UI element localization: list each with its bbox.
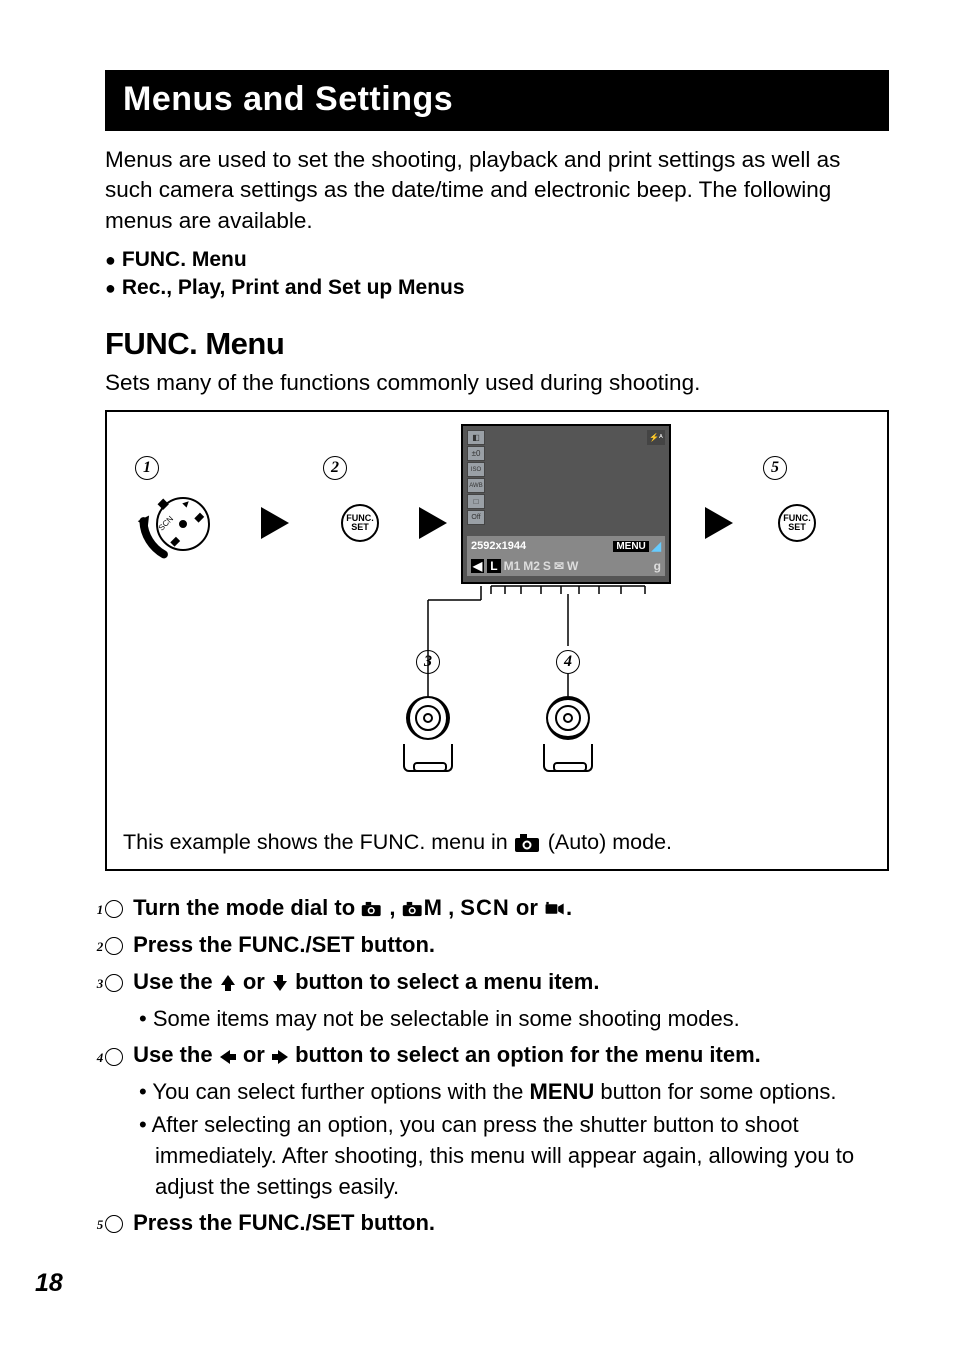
horizontal-dial-icon [546,696,590,740]
camera-icon [514,833,542,853]
step-4-sub1-menu: MENU [530,1079,595,1104]
step-4-sub1-pre: You can select further options with the [152,1079,529,1104]
step-5: 5 Press the FUNC./SET button. [105,1208,889,1239]
arrow-up-icon [219,974,237,992]
vertical-dial-icon [406,696,450,740]
bullet-func: ● FUNC. Menu [105,248,889,272]
step-1-num: 1 [105,900,123,918]
bullet-dot-icon: ● [105,250,116,271]
step-4-sub2-text: After selecting an option, you can press… [152,1112,854,1199]
caption-pre: This example shows the FUNC. menu in [123,830,514,854]
bullet-rec-label: Rec., Play, Print and Set up Menus [122,276,465,299]
step-3-pre: Use the [133,969,219,994]
step-1-m: M [424,895,442,920]
bullet-rec: ● Rec., Play, Print and Set up Menus [105,276,889,300]
marker-4: 4 [556,650,580,674]
step-3: 3 Use the or button to select a menu ite… [105,967,889,998]
step-2-text: Press the FUNC./SET button. [133,932,435,957]
step-1-or: or [516,895,544,920]
figure-content: 1 2 5 SCN ▶ [123,424,871,824]
figure-caption: This example shows the FUNC. menu in (Au… [123,830,871,855]
section-heading: FUNC. Menu [105,326,889,362]
step-4: 4 Use the or button to select an option … [105,1040,889,1071]
arrow-down-icon [271,974,289,992]
step-5-num: 5 [105,1215,123,1233]
dial-base-icon [543,744,593,772]
caption-post: (Auto) mode. [548,830,672,854]
step-3-post: button to select a menu item. [295,969,599,994]
camera-icon [361,901,383,917]
camera-icon [402,901,424,917]
step-1-end: . [566,895,572,920]
step-3-num: 3 [105,974,123,992]
arrow-right-icon [271,1048,289,1066]
bullet-dot-icon: ● [105,278,116,299]
figure-box: 1 2 5 SCN ▶ [105,410,889,871]
step-1-pre: Turn the mode dial to [133,895,361,920]
dial-base-icon [403,744,453,772]
page-title: Menus and Settings [105,70,889,131]
step-2: 2 Press the FUNC./SET button. [105,930,889,961]
marker-3: 3 [416,650,440,674]
bullet-func-label: FUNC. Menu [122,248,247,271]
step-4-post: button to select an option for the menu … [295,1042,761,1067]
step-3-sub-text: Some items may not be selectable in some… [153,1006,740,1031]
step-4-or: or [243,1042,271,1067]
intro-text: Menus are used to set the shooting, play… [105,145,889,236]
page-number: 18 [35,1269,889,1298]
connector-lines [123,424,883,824]
step-3-or: or [243,969,271,994]
step-1-scn: SCN [460,895,509,920]
section-desc: Sets many of the functions commonly used… [105,370,889,396]
step-4-sub1: • You can select further options with th… [105,1077,889,1108]
step-5-text: Press the FUNC./SET button. [133,1210,435,1235]
arrow-left-icon [219,1048,237,1066]
movie-icon [544,901,566,917]
step-4-num: 4 [105,1048,123,1066]
step-1: 1 Turn the mode dial to , M , SCN or . [105,893,889,924]
step-2-num: 2 [105,937,123,955]
step-3-sub: • Some items may not be selectable in so… [105,1004,889,1035]
page-root: Menus and Settings Menus are used to set… [0,0,954,1328]
step-4-sub2: • After selecting an option, you can pre… [105,1110,889,1202]
step-4-sub1-post: button for some options. [594,1079,836,1104]
step-4-pre: Use the [133,1042,219,1067]
